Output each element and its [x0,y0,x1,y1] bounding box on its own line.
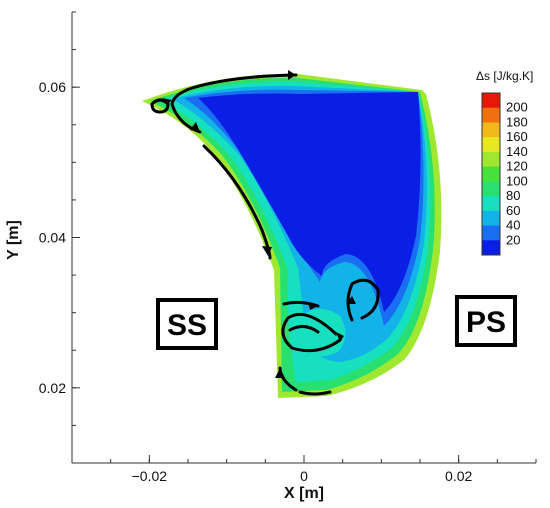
streamline-arrow [308,302,318,310]
colorbar-label: 100 [506,173,528,188]
colorbar-title: Δs [J/kg.K] [476,69,533,83]
label-ps: PS [466,306,506,339]
streamline-arrow [346,296,356,304]
label-ss: SS [167,309,207,342]
streamline-arrow [288,70,296,80]
colorbar-label: 160 [506,129,528,144]
streamline-arrow [190,122,200,132]
x-tick-label: 0.02 [445,468,472,484]
y-tick-label: 0.04 [39,230,66,246]
x-axis-title: X [m] [284,485,324,502]
streamline-arrow [275,368,285,378]
colorbar-cells [481,92,501,256]
streamline-arrow [336,332,344,342]
colorbar-label: 40 [506,218,520,233]
x-tick-label: 0 [300,468,308,484]
streamline-vortex-inner [288,325,320,334]
colorbar-cell [482,107,500,123]
colorbar-label: 200 [506,100,528,115]
colorbar-cell [482,137,500,153]
streamline-arrow [162,98,172,104]
streamline-top [170,73,298,134]
colorbar-label: 140 [506,144,528,159]
colorbar-label: 120 [506,159,528,174]
streamlines [150,70,380,396]
colorbar-cell [482,225,500,241]
colorbar-label: 180 [506,114,528,129]
colorbar-cell [482,196,500,212]
colorbar-cell [482,151,500,168]
colorbar-label: 20 [506,232,520,247]
streamline-vortex-tip [150,98,170,114]
streamline-arrow [262,246,272,256]
colorbar-label: 60 [506,203,520,218]
contour-plot [142,73,442,398]
colorbar-cell [482,210,500,227]
annotation-ss: SS [156,298,218,350]
y-tick-label: 0.02 [39,380,66,396]
annotation-ps: PS [455,295,517,347]
streamline-vortex-lower [281,313,342,353]
colorbar-frame [481,92,501,256]
x-tick-label: −0.02 [132,468,168,484]
colorbar-label: 80 [506,188,520,203]
colorbar-cell [482,181,500,197]
axes: −0.02 0 0.02 0.02 0.04 0.06 [39,11,537,484]
colorbar-cell [482,240,500,256]
colorbar-cell [482,122,500,138]
y-axis-title: Y [m] [5,220,22,260]
contour-core [198,92,421,312]
ticks: −0.02 0 0.02 0.02 0.04 0.06 [39,11,537,484]
colorbar-cell [482,93,500,109]
y-tick-label: 0.06 [39,79,66,95]
colorbar-cell [482,166,500,182]
